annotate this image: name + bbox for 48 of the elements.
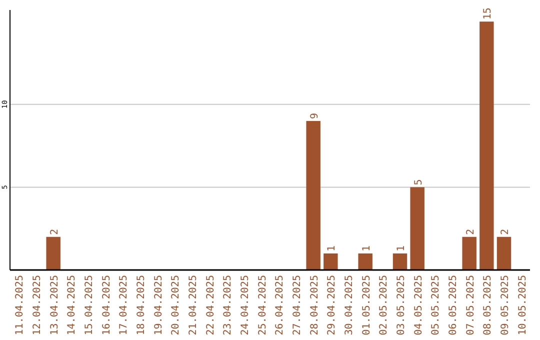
- x-tick-label: 27.04.2025: [292, 275, 303, 336]
- x-tick-label: 30.04.2025: [344, 275, 355, 336]
- data-label: 9: [309, 112, 320, 119]
- x-tick-label: 21.04.2025: [188, 275, 199, 336]
- x-tick-label: 09.05.2025: [500, 275, 511, 336]
- x-tick-label: 01.05.2025: [361, 275, 372, 336]
- x-tick-label: 17.04.2025: [118, 275, 130, 336]
- data-label: 2: [500, 228, 511, 235]
- bar: [46, 236, 60, 270]
- x-tick-label: 29.04.2025: [326, 275, 338, 336]
- data-label: 1: [361, 245, 372, 252]
- x-tick-label: 10.05.2025: [517, 275, 528, 336]
- x-tick-label: 18.04.2025: [136, 275, 147, 336]
- x-tick-label: 22.04.2025: [205, 275, 216, 336]
- bar: [392, 253, 408, 270]
- bar: [306, 120, 320, 270]
- x-tick-label: 04.05.2025: [413, 275, 424, 336]
- x-tick-label: 12.04.2025: [32, 275, 43, 336]
- bar: [496, 236, 512, 270]
- x-tick-label: 03.05.2025: [396, 275, 407, 336]
- x-tick-label: 25.04.2025: [257, 275, 268, 336]
- x-tick-label: 26.04.2025: [274, 275, 286, 336]
- x-tick-label: 16.04.2025: [101, 275, 112, 336]
- data-label: 1: [326, 245, 338, 252]
- bar: [324, 253, 338, 270]
- data-label: 15: [482, 8, 494, 20]
- x-tick-label: 19.04.2025: [153, 275, 164, 336]
- data-label: 2: [465, 228, 476, 235]
- bar: [358, 253, 372, 270]
- x-tick-label: 13.04.2025: [49, 275, 60, 336]
- x-tick-label: 06.05.2025: [448, 275, 459, 336]
- x-tick-label: 02.05.2025: [378, 275, 390, 336]
- bar: [410, 187, 424, 270]
- data-label: 5: [413, 179, 424, 186]
- x-tick-label: 15.04.2025: [84, 275, 95, 336]
- x-tick-label: 08.05.2025: [482, 275, 494, 336]
- x-tick-label: 05.05.2025: [430, 275, 442, 336]
- x-tick-label: 07.05.2025: [465, 275, 476, 336]
- x-tick-label: 14.04.2025: [66, 275, 78, 336]
- data-label: 1: [396, 245, 407, 252]
- x-tick-label: 11.04.2025: [14, 275, 26, 336]
- x-tick-label: 28.04.2025: [309, 275, 320, 336]
- data-label: 2: [49, 228, 60, 235]
- bar: [462, 236, 476, 270]
- x-tick-label: 24.04.2025: [240, 275, 251, 336]
- x-tick-label: 20.04.2025: [170, 275, 182, 336]
- x-tick-label: 23.04.2025: [222, 275, 234, 336]
- bar: [480, 22, 494, 270]
